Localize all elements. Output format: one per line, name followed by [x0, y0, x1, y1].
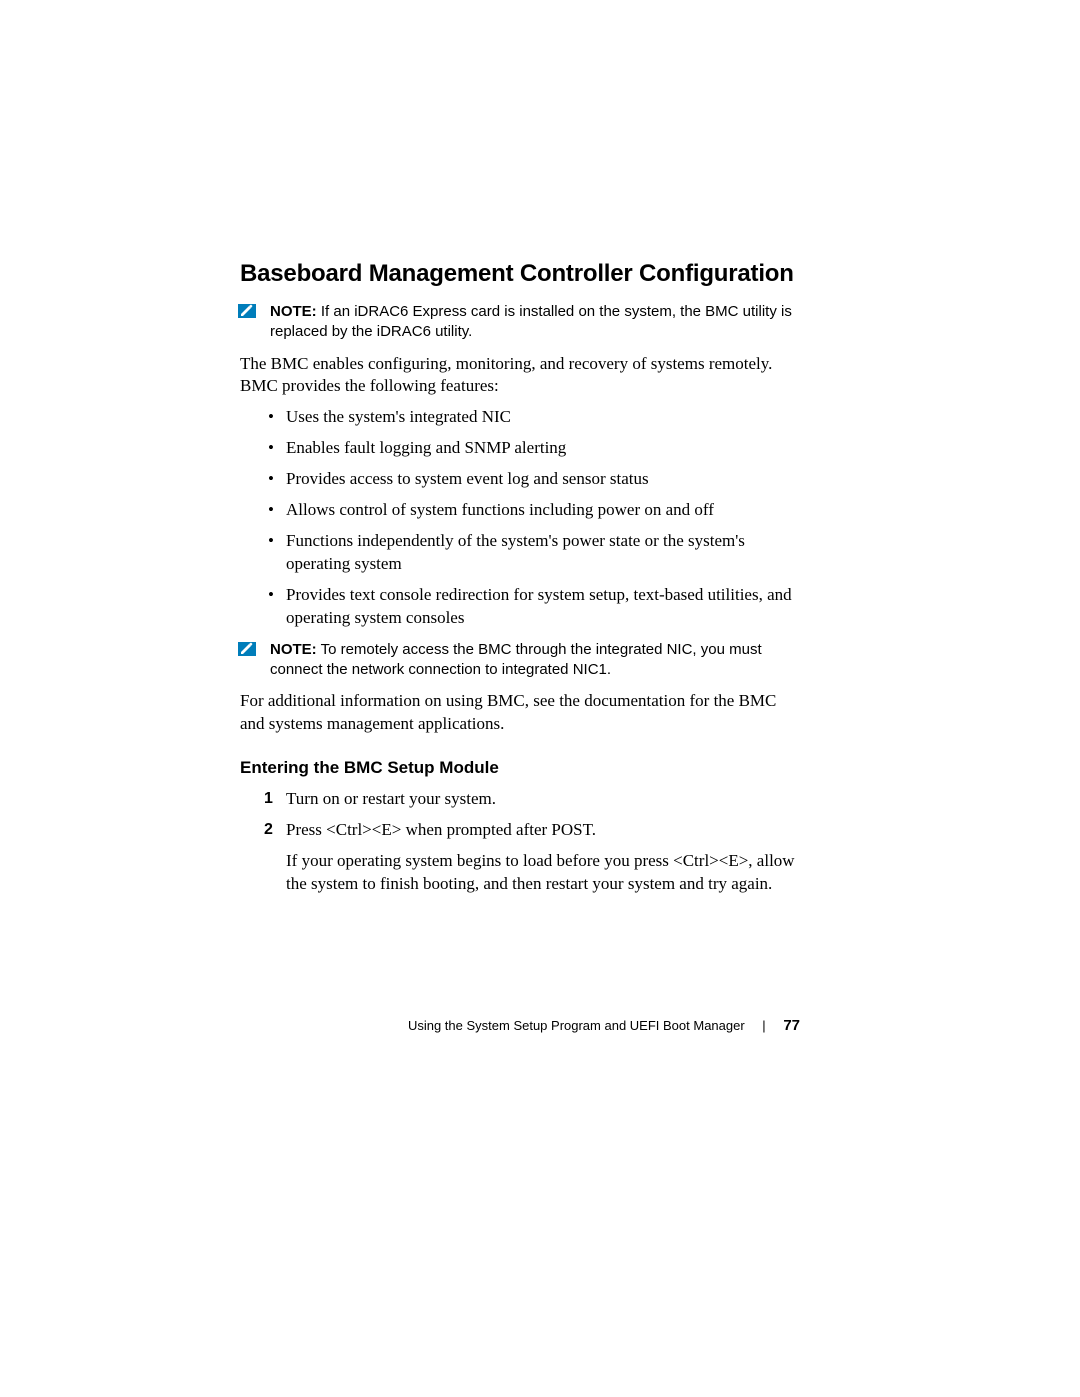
subsection-title: Entering the BMC Setup Module [240, 758, 800, 778]
step-main: Press <Ctrl><E> when prompted after POST… [286, 820, 596, 839]
page: Baseboard Management Controller Configur… [0, 0, 1080, 1397]
after-note-paragraph: For additional information on using BMC,… [240, 690, 800, 736]
step-item: Turn on or restart your system. [268, 788, 800, 811]
note-block-1: NOTE: If an iDRAC6 Express card is insta… [240, 302, 800, 343]
footer-text: Using the System Setup Program and UEFI … [408, 1018, 745, 1033]
content-region: Baseboard Management Controller Configur… [240, 260, 800, 904]
footer-separator: | [762, 1018, 765, 1033]
note-label: NOTE: [270, 303, 317, 320]
list-item: Enables fault logging and SNMP alerting [268, 437, 800, 460]
footer-page-number: 77 [783, 1017, 800, 1034]
pencil-note-icon [238, 304, 256, 318]
note-text-1: If an iDRAC6 Express card is installed o… [270, 303, 792, 340]
list-item: Functions independently of the system's … [268, 530, 800, 576]
step-item: Press <Ctrl><E> when prompted after POST… [268, 819, 800, 896]
step-main: Turn on or restart your system. [286, 789, 496, 808]
pencil-note-icon [238, 642, 256, 656]
step-extra: If your operating system begins to load … [286, 850, 800, 896]
section-title: Baseboard Management Controller Configur… [240, 260, 800, 288]
note-label: NOTE: [270, 641, 317, 658]
list-item: Allows control of system functions inclu… [268, 499, 800, 522]
page-footer: Using the System Setup Program and UEFI … [0, 1017, 1080, 1034]
intro-paragraph: The BMC enables configuring, monitoring,… [240, 353, 800, 399]
steps-list: Turn on or restart your system. Press <C… [240, 788, 800, 896]
feature-list: Uses the system's integrated NIC Enables… [240, 406, 800, 630]
list-item: Uses the system's integrated NIC [268, 406, 800, 429]
note-block-2: NOTE: To remotely access the BMC through… [240, 640, 800, 681]
list-item: Provides text console redirection for sy… [268, 584, 800, 630]
list-item: Provides access to system event log and … [268, 468, 800, 491]
note-text-2: To remotely access the BMC through the i… [270, 641, 762, 678]
